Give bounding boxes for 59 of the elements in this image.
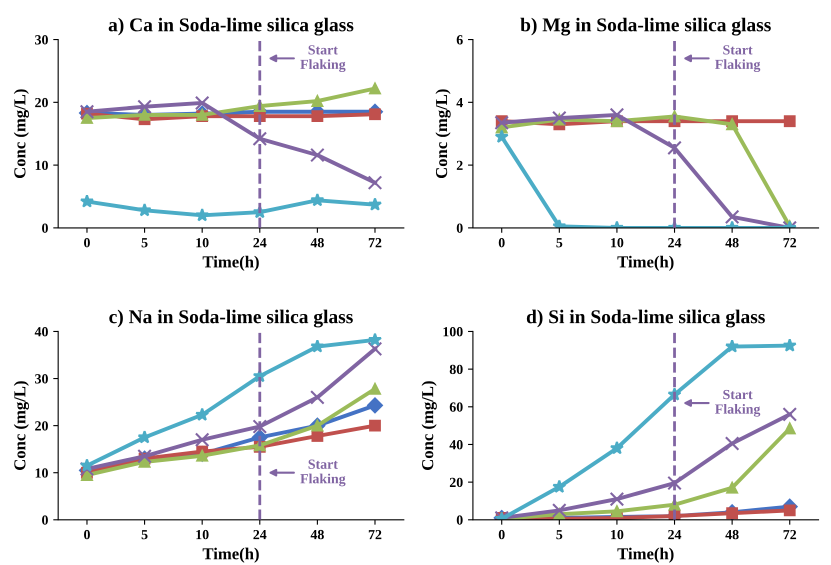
y-tick-label: 10 (36, 468, 48, 478)
annotation: Start Flaking (300, 460, 346, 486)
annotation: Start Flaking (715, 390, 760, 417)
y-axis-title: Conc (mg/L) (14, 381, 30, 470)
y-tick-label: 0 (456, 515, 463, 525)
x-tick-label: 48 (725, 238, 739, 248)
x-tick-label: 0 (498, 238, 505, 248)
y-tick-label: 2 (456, 160, 463, 170)
y-tick-label: 4 (456, 98, 463, 108)
y-tick-label: 60 (450, 402, 463, 412)
y-tick-label: 30 (35, 35, 48, 45)
y-tick-label: 10 (36, 160, 48, 170)
y-tick-label: 20 (450, 478, 463, 488)
chart-title: c) Na in Soda-lime silica glass (109, 310, 353, 328)
x-tick-label: 10 (611, 530, 624, 540)
x-tick-label: 24 (668, 238, 682, 248)
x-tick-label: 10 (196, 238, 209, 248)
y-axis-title: Conc (mg/L) (14, 89, 30, 178)
y-axis-title: Conc (mg/L) (422, 381, 437, 470)
chart-title: d) Si in Soda-lime silica glass (526, 310, 765, 328)
y-tick-label: 0 (42, 223, 48, 233)
y-tick-label: 6 (456, 35, 463, 45)
x-tick-label: 48 (310, 530, 324, 540)
annotation: Start Flaking (715, 45, 760, 72)
chart-title: b) Mg in Soda-lime silica glass (520, 18, 771, 36)
x-axis-title: Time(h) (617, 548, 674, 563)
y-tick-label: 0 (456, 223, 463, 233)
chart-title: a) Ca in Soda-lime silica glass (108, 18, 354, 36)
x-tick-label: 5 (556, 238, 562, 248)
x-tick-label: 24 (253, 530, 266, 540)
x-tick-label: 72 (368, 530, 382, 540)
x-tick-label: 72 (784, 238, 796, 248)
y-tick-label: 0 (42, 515, 48, 525)
x-tick-label: 5 (142, 238, 148, 248)
x-tick-label: 0 (498, 530, 505, 540)
y-tick-label: 40 (34, 327, 48, 336)
x-tick-label: 24 (668, 530, 682, 540)
annotation: Start Flaking (300, 45, 346, 72)
x-tick-label: 5 (556, 530, 562, 540)
x-axis-title: Time(h) (202, 548, 259, 563)
y-tick-label: 30 (35, 374, 48, 384)
x-tick-label: 5 (142, 530, 148, 540)
x-tick-label: 72 (784, 530, 796, 540)
x-tick-label: 24 (253, 238, 266, 248)
x-axis-title: Time(h) (617, 256, 674, 271)
y-tick-label: 100 (443, 327, 463, 336)
x-axis-title: Time(h) (202, 256, 259, 271)
y-tick-label: 40 (449, 440, 463, 450)
x-tick-label: 0 (84, 238, 90, 248)
x-tick-label: 10 (196, 530, 209, 540)
y-axis-title: Conc (mg/L) (435, 89, 451, 178)
x-tick-label: 0 (84, 530, 90, 540)
x-tick-label: 10 (611, 238, 624, 248)
x-tick-label: 72 (368, 238, 382, 248)
x-tick-label: 48 (310, 238, 324, 248)
y-tick-label: 80 (450, 364, 463, 374)
y-tick-label: 20 (35, 421, 48, 431)
y-tick-label: 20 (35, 98, 48, 108)
x-tick-label: 48 (725, 530, 739, 540)
